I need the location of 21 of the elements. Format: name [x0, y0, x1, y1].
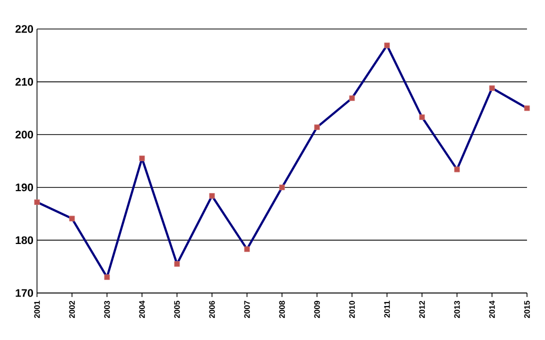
x-tick-label: 2010 [349, 300, 355, 318]
x-tick-label: 2014 [489, 300, 495, 318]
y-tick-label: 170 [16, 289, 34, 297]
x-tick-label: 2006 [209, 300, 215, 318]
x-tick-label: 2007 [244, 300, 250, 318]
y-tick-label: 210 [15, 78, 34, 86]
x-tick-label: 2009 [314, 300, 320, 318]
x-tick-label: 2004 [139, 300, 145, 318]
y-tick-label: 190 [16, 184, 34, 192]
y-tick-label: 200 [15, 130, 34, 138]
x-tick-label: 2001 [34, 300, 40, 318]
x-tick-label: 2013 [454, 300, 460, 318]
x-tick-label: 2008 [279, 300, 285, 318]
x-tick-label: 2002 [69, 300, 75, 318]
x-tick-label: 2012 [419, 300, 425, 318]
x-tick-label: 2011 [384, 300, 390, 318]
y-tick-label: 180 [16, 236, 34, 244]
x-tick-label: 2003 [104, 300, 110, 318]
x-tick-label: 2015 [524, 300, 530, 318]
y-tick-label: 220 [15, 25, 34, 33]
x-tick-label: 2005 [174, 300, 180, 318]
